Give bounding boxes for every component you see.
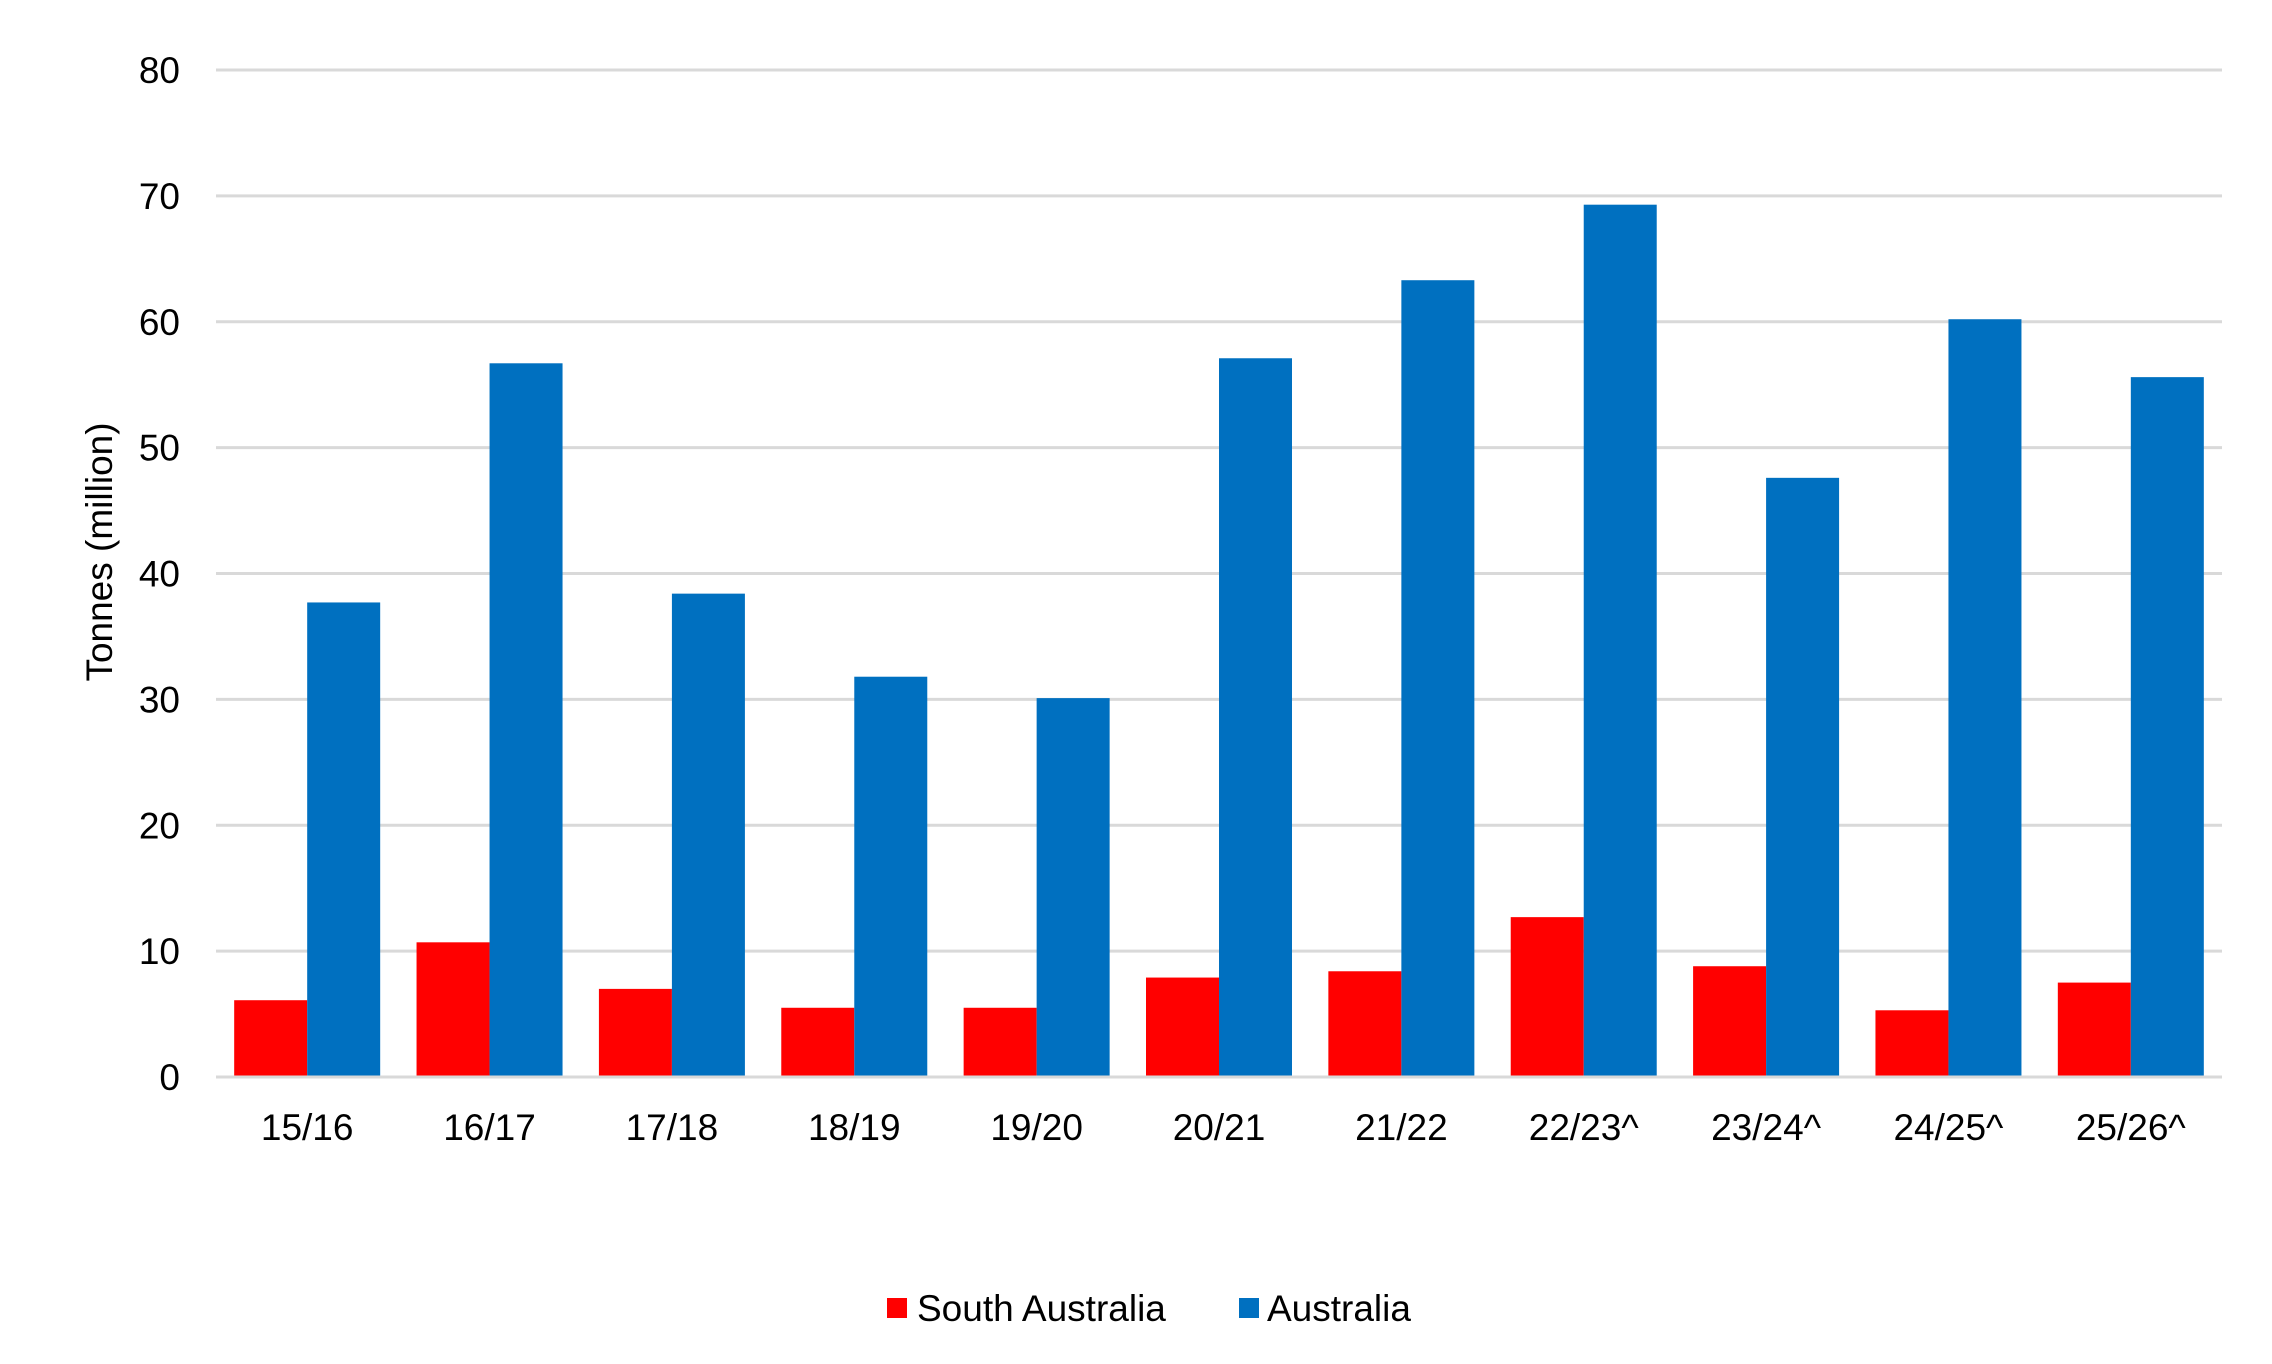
bar-australia-10 — [2130, 377, 2204, 1077]
bar-south-australia-8 — [1693, 966, 1767, 1077]
y-tick-label: 40 — [139, 554, 180, 595]
bar-south-australia-1 — [416, 942, 490, 1077]
bar-south-australia-2 — [598, 988, 672, 1077]
x-tick-label: 21/22 — [1355, 1107, 1448, 1148]
x-tick-label: 20/21 — [1173, 1107, 1266, 1148]
y-axis-title: Tonnes (million) — [79, 422, 120, 681]
x-tick-label: 25/26^ — [2076, 1107, 2187, 1148]
legend-swatch-australia — [1239, 1298, 1259, 1318]
legend-label-australia: Australia — [1267, 1288, 1411, 1329]
y-tick-label: 10 — [139, 931, 180, 972]
legend-swatch-south-australia — [887, 1298, 907, 1318]
bar-australia-3 — [854, 676, 928, 1077]
y-tick-label: 30 — [139, 679, 180, 720]
bar-south-australia-3 — [781, 1007, 855, 1077]
bar-australia-2 — [671, 593, 745, 1077]
axes: 0 10 20 30 40 50 60 70 80 15/16 16/17 17/18 18/19 19/… — [139, 50, 2222, 1148]
bar-south-australia-7 — [1510, 917, 1584, 1077]
y-tick-label: 60 — [139, 302, 180, 343]
bars — [234, 204, 2204, 1078]
legend: South Australia Australia — [887, 1288, 1411, 1329]
y-tick-label: 80 — [139, 50, 180, 91]
x-tick-label: 19/20 — [990, 1107, 1083, 1148]
bar-australia-7 — [1583, 204, 1657, 1077]
bar-australia-4 — [1036, 698, 1110, 1077]
y-tick-label: 20 — [139, 805, 180, 846]
bar-australia-5 — [1219, 358, 1292, 1077]
x-tick-label: 24/25^ — [1893, 1107, 2004, 1148]
bar-south-australia-9 — [1875, 1010, 1949, 1077]
bar-australia-1 — [489, 363, 563, 1077]
bar-south-australia-6 — [1328, 971, 1402, 1077]
x-tick-label: 23/24^ — [1711, 1107, 1822, 1148]
bar-australia-6 — [1401, 280, 1475, 1077]
bar-australia-8 — [1766, 477, 1840, 1078]
bar-australia-0 — [307, 602, 381, 1077]
y-tick-label: 70 — [139, 176, 180, 217]
x-tick-label: 17/18 — [626, 1107, 719, 1148]
legend-label-south-australia: South Australia — [917, 1288, 1166, 1329]
x-tick-label: 16/17 — [443, 1107, 536, 1148]
bar-south-australia-10 — [2057, 982, 2131, 1077]
x-tick-label: 18/19 — [808, 1107, 901, 1148]
y-tick-label: 0 — [159, 1057, 180, 1098]
x-tick-label: 22/23^ — [1529, 1107, 1640, 1148]
bar-south-australia-0 — [234, 1000, 308, 1077]
bar-south-australia-4 — [963, 1007, 1037, 1077]
x-tick-label: 15/16 — [261, 1107, 354, 1148]
bar-south-australia-5 — [1146, 977, 1219, 1077]
bar-australia-9 — [1948, 319, 2022, 1077]
y-tick-label: 50 — [139, 428, 180, 469]
